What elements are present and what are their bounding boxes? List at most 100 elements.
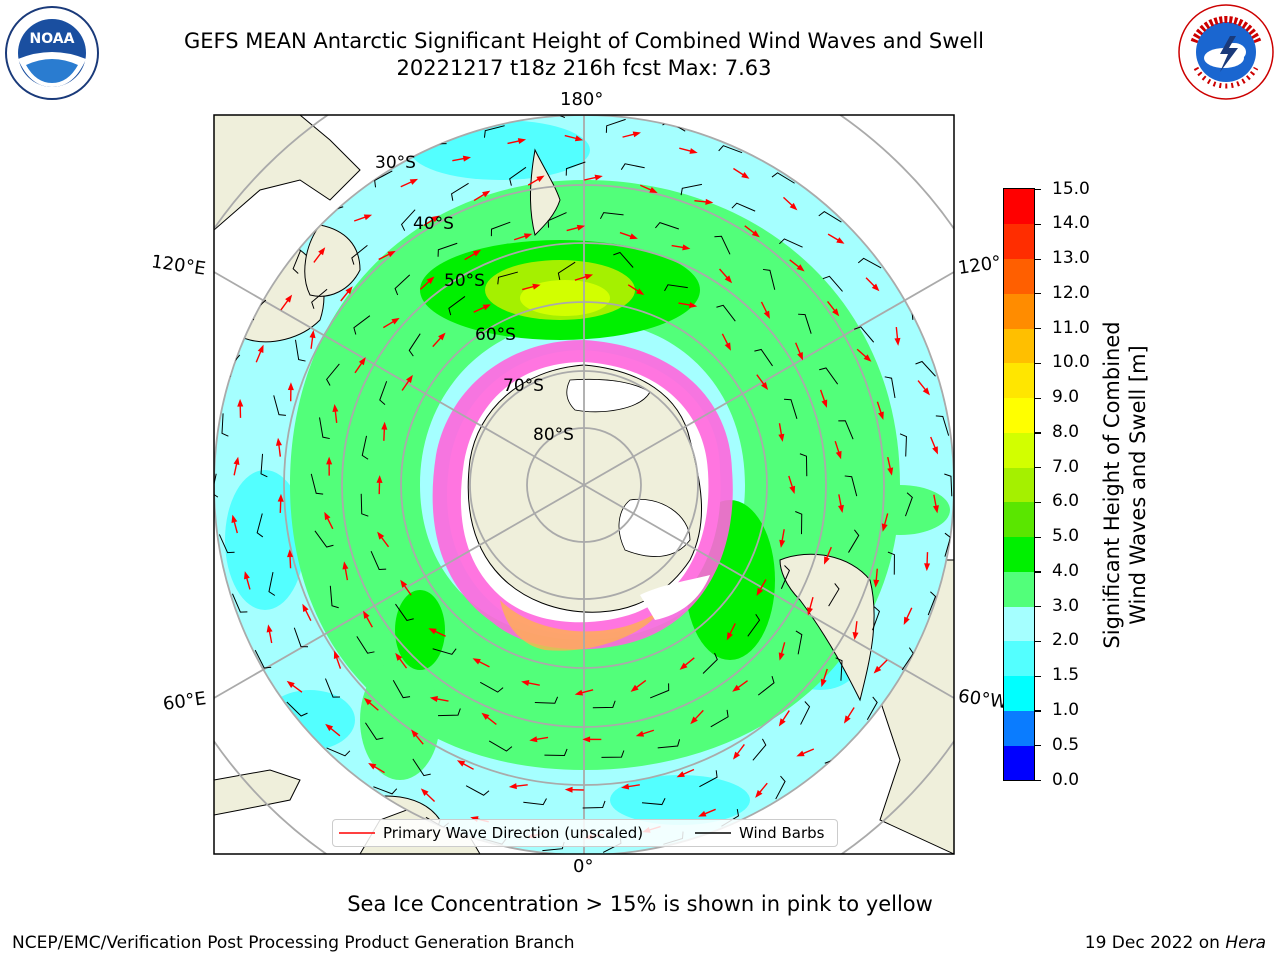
- wind-barb: [314, 530, 334, 548]
- wave-direction-arrowhead: [843, 715, 851, 724]
- wave-direction-arrowhead: [426, 276, 435, 284]
- wave-direction-arrowhead: [894, 337, 901, 346]
- wind-barb: [221, 413, 229, 437]
- wave-direction-arrow: [584, 176, 598, 181]
- wind-barb: [324, 678, 341, 698]
- wave-direction-arrowhead: [376, 475, 383, 483]
- wave-direction-arrow: [313, 251, 323, 263]
- wave-direction-arrow: [291, 683, 303, 693]
- colorbar-tick-mark: [1035, 675, 1041, 677]
- wind-barb: [214, 473, 219, 498]
- lat-label-40s: 40°S: [413, 214, 454, 234]
- wind-barb: [795, 630, 803, 655]
- wind-barb: [412, 758, 431, 777]
- wind-barb: [716, 304, 736, 322]
- wave-direction-arrowhead: [285, 294, 293, 303]
- colorbar: [1003, 188, 1035, 781]
- wind-barb: [844, 475, 858, 497]
- wind-barb: [754, 348, 773, 367]
- wave-direction-arrow: [326, 516, 334, 530]
- wind-barb: [273, 395, 286, 416]
- colorbar-tick-label: 11.0: [1052, 317, 1090, 338]
- wind-barb: [395, 603, 414, 621]
- wave-direction-arrow: [640, 184, 653, 192]
- wave-direction-arrow: [432, 336, 443, 348]
- wave-direction-arrow: [473, 193, 486, 202]
- wave-direction-arrowhead: [431, 215, 440, 223]
- wave-direction-arrow: [819, 389, 826, 403]
- wind-barb: [260, 453, 268, 478]
- wave-direction-arrow: [781, 710, 790, 722]
- wave-direction-arrowhead: [679, 662, 688, 670]
- wind-barb: [901, 647, 914, 671]
- colorbar-tick-label: 7.0: [1052, 456, 1080, 477]
- wind-barb: [780, 565, 791, 589]
- colorbar-tick-label: 3.0: [1052, 595, 1080, 616]
- wave-direction-arrowhead: [395, 652, 403, 661]
- colorbar-tick-label: 10.0: [1052, 352, 1090, 373]
- wind-barb: [884, 376, 896, 398]
- colorbar-segment: [1004, 571, 1034, 607]
- wave-direction-arrow: [780, 642, 786, 656]
- wave-direction-arrowhead: [428, 628, 437, 635]
- wave-direction-arrowhead: [231, 514, 238, 523]
- wave-direction-arrow: [895, 326, 899, 341]
- wind-barb: [479, 681, 504, 693]
- sea-ice-note: Sea Ice Concentration > 15% is shown in …: [347, 892, 933, 916]
- wave-direction-arrowhead: [676, 771, 685, 778]
- wave-direction-arrowhead: [536, 175, 545, 183]
- wave-direction-arrowhead: [821, 399, 828, 408]
- wind-barb: [547, 212, 567, 228]
- wind-barb: [286, 701, 308, 717]
- wind-barb: [438, 708, 461, 717]
- wind-barb: [835, 657, 843, 681]
- wave-direction-arrow: [473, 306, 486, 313]
- wave-direction-arrow: [580, 689, 594, 694]
- wave-direction-arrow: [419, 280, 431, 290]
- colorbar-tick-mark: [1035, 328, 1041, 330]
- wave-direction-arrowhead: [698, 810, 707, 817]
- wave-direction-arrow: [634, 679, 647, 689]
- wave-direction-arrowhead: [523, 233, 533, 240]
- wave-direction-arrowhead: [363, 610, 370, 619]
- wave-direction-arrow: [795, 342, 802, 356]
- colorbar-segment: [1004, 328, 1034, 364]
- wave-direction-arrow: [758, 579, 767, 592]
- wave-direction-arrowhead: [286, 680, 295, 688]
- wind-barb: [783, 398, 798, 419]
- wave-direction-arrowhead: [878, 411, 884, 420]
- wind-barb: [927, 591, 937, 616]
- wave-direction-arrow: [507, 139, 521, 145]
- wave-direction-arrowhead: [438, 332, 446, 341]
- wind-barb: [394, 274, 411, 296]
- colorbar-segment: [1004, 362, 1034, 399]
- wave-direction-arrowhead: [237, 398, 244, 407]
- wave-direction-arrowhead: [807, 607, 813, 616]
- wind-barb: [361, 435, 369, 460]
- wave-direction-arrowhead: [726, 632, 733, 641]
- wave-direction-arrow: [721, 333, 729, 346]
- colorbar-tick-mark: [1035, 189, 1041, 191]
- wave-direction-arrowhead: [832, 308, 840, 317]
- wind-barb: [915, 360, 936, 377]
- wave-direction-arrow: [401, 379, 411, 391]
- wave-direction-arrow: [930, 436, 937, 450]
- wind-barb: [702, 652, 718, 674]
- wind-barb: [326, 747, 351, 757]
- wave-direction-arrow: [278, 443, 282, 457]
- wave-direction-arrow: [856, 348, 868, 359]
- wave-direction-arrow: [382, 320, 395, 329]
- wave-direction-arrow: [736, 744, 745, 756]
- map-legend: Primary Wave Direction (unscaled) Wind B…: [332, 819, 838, 847]
- wave-direction-arrowhead: [391, 317, 400, 325]
- wave-direction-arrowhead: [243, 571, 250, 580]
- wind-barb: [523, 798, 547, 806]
- wind-barb: [779, 238, 803, 248]
- wave-direction-arrow: [905, 607, 913, 620]
- wave-direction-arrowhead: [576, 224, 586, 231]
- wave-direction-arrow: [875, 568, 878, 582]
- wind-barb: [798, 313, 812, 334]
- colorbar-tick-label: 1.5: [1052, 665, 1080, 686]
- wave-direction-arrowhead: [266, 624, 273, 633]
- colorbar-segment: [1004, 467, 1034, 503]
